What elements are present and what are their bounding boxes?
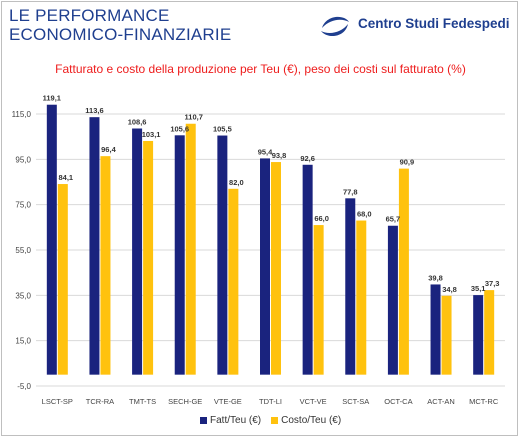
bar-fatt xyxy=(473,295,484,375)
y-tick-label: 95,0 xyxy=(15,155,31,164)
fedespedi-logo-icon xyxy=(321,16,349,37)
bar-costo xyxy=(228,188,239,375)
y-tick-label: 35,0 xyxy=(15,291,31,300)
bar-costo xyxy=(185,123,196,375)
data-label-fatt: 92,6 xyxy=(300,154,315,163)
bar-fatt xyxy=(174,135,185,375)
bar-fatt xyxy=(345,198,356,375)
bar-costo xyxy=(356,220,367,375)
bar-costo xyxy=(313,225,324,375)
data-label-costo: 37,3 xyxy=(485,279,500,288)
data-label-costo: 34,8 xyxy=(442,285,457,294)
data-label-fatt: 105,6 xyxy=(170,124,189,133)
data-label-fatt: 35,1 xyxy=(471,284,486,293)
data-label-fatt: 113,6 xyxy=(85,106,103,115)
data-label-fatt: 65,7 xyxy=(386,215,401,224)
data-label-fatt: 39,8 xyxy=(428,273,443,282)
data-label-costo: 110,7 xyxy=(185,113,203,122)
bar-costo xyxy=(271,162,281,375)
brand-name: Centro Studi Fedespedi xyxy=(358,16,510,31)
legend-swatch-costo xyxy=(271,417,279,424)
data-label-costo: 82,0 xyxy=(229,178,244,187)
x-category-label: OCT-CA xyxy=(384,397,412,406)
x-category-label: LSCT-SP xyxy=(42,397,73,406)
data-label-costo: 66,0 xyxy=(314,214,329,223)
x-category-label: VCT-VE xyxy=(300,397,327,406)
legend-label-fatt: Fatt/Teu (€) xyxy=(210,415,262,426)
y-tick-label: 75,0 xyxy=(15,201,31,210)
bar-fatt xyxy=(132,128,143,375)
bar-costo xyxy=(441,295,452,375)
x-category-label: TDT-LI xyxy=(259,397,282,406)
bar-fatt xyxy=(302,164,313,375)
data-label-costo: 103,1 xyxy=(142,130,161,139)
y-tick-label: 115,0 xyxy=(12,110,32,119)
x-category-label: ACT-AN xyxy=(427,397,455,406)
y-tick-label: 55,0 xyxy=(15,246,31,255)
x-category-label: TCR-RA xyxy=(86,397,114,406)
bar-fatt xyxy=(387,225,398,375)
bar-costo xyxy=(398,168,409,375)
data-label-fatt: 105,5 xyxy=(213,125,232,134)
data-label-costo: 96,4 xyxy=(101,145,116,154)
bar-fatt xyxy=(217,135,228,375)
x-category-label: SCT-SA xyxy=(342,397,369,406)
legend-item-fatt: Fatt/Teu (€) xyxy=(200,415,261,426)
x-category-label: VTE-GE xyxy=(214,397,242,406)
data-label-fatt: 119,1 xyxy=(43,94,61,103)
bar-costo xyxy=(100,156,111,375)
y-tick-label: -5,0 xyxy=(17,382,31,391)
bar-fatt xyxy=(46,104,57,375)
data-label-costo: 68,0 xyxy=(357,210,372,219)
legend-label-costo: Costo/Teu (€) xyxy=(281,415,342,426)
data-label-fatt: 108,6 xyxy=(128,118,147,127)
data-label-fatt: 95,4 xyxy=(258,147,273,156)
bar-fatt xyxy=(260,158,270,375)
x-category-label: TMT-TS xyxy=(129,397,156,406)
data-label-costo: 84,1 xyxy=(59,173,74,182)
data-label-costo: 90,9 xyxy=(400,158,415,167)
page-title-line-2: ECONOMICO-FINANZIARIE xyxy=(9,25,232,44)
page-title-line-1: LE PERFORMANCE xyxy=(9,6,170,25)
y-tick-label: 15,0 xyxy=(15,337,31,346)
legend-swatch-fatt xyxy=(200,417,207,424)
bar-fatt xyxy=(89,117,100,375)
x-category-label: MCT-RC xyxy=(469,397,499,406)
data-label-fatt: 77,8 xyxy=(343,187,358,196)
x-category-label: SECH-GE xyxy=(168,397,202,406)
data-label-costo: 93,8 xyxy=(272,151,287,160)
legend-item-costo: Costo/Teu (€) xyxy=(271,415,341,426)
bar-costo xyxy=(143,140,154,375)
bar-costo xyxy=(484,290,495,375)
chart-legend: Fatt/Teu (€) Costo/Teu (€) xyxy=(200,415,351,426)
bar-fatt xyxy=(430,284,441,375)
chart-title: Fatturato e costo della produzione per T… xyxy=(55,62,466,76)
bar-costo xyxy=(57,184,68,375)
